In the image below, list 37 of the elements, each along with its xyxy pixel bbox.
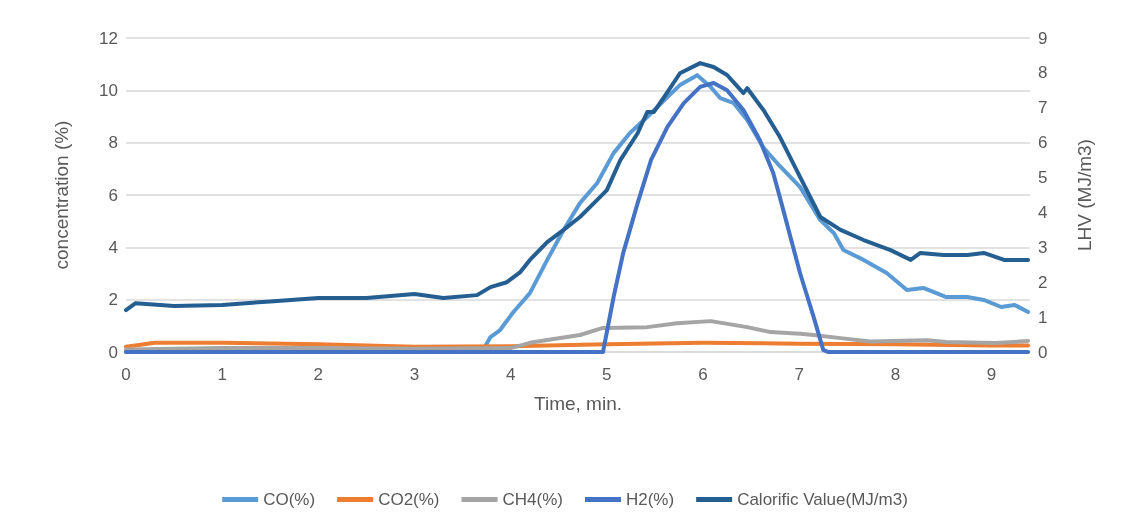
y-tick-label: 4: [108, 237, 118, 257]
y2-tick-label: 4: [1038, 202, 1048, 222]
legend-label: H2(%): [625, 490, 675, 509]
y2-tick-label: 1: [1038, 307, 1048, 327]
y2-axis-title: LHV (MJ/m3): [1074, 139, 1095, 251]
x-tick-label: 1: [217, 365, 227, 384]
line-series: [124, 61, 1031, 313]
x-tick-label: 9: [986, 365, 997, 384]
x-tick-label: 2: [313, 365, 324, 384]
y2-tick-label: 7: [1038, 98, 1048, 118]
y-tick-label: 2: [108, 290, 118, 310]
y-tick-label: 10: [99, 80, 118, 100]
x-tick-label: 8: [890, 365, 901, 384]
x-tick-label: 7: [794, 365, 804, 384]
legend-label: CO(%): [263, 490, 316, 509]
y-axis-title: concentration (%): [51, 120, 72, 270]
line-series: [124, 319, 1031, 352]
y2-tick-label: 9: [1038, 28, 1048, 48]
y-tick-label: 6: [108, 185, 118, 205]
x-tick-label: 6: [698, 365, 708, 384]
y2-tick-label: 2: [1038, 272, 1048, 292]
y2-tick-label: 5: [1038, 168, 1048, 188]
x-tick-label: 3: [409, 365, 420, 384]
y-tick-label: 12: [99, 28, 118, 48]
legend-label: Calorific Value(MJ/m3): [737, 490, 908, 509]
x-tick-label: 4: [505, 365, 516, 384]
y2-tick-label: 3: [1038, 237, 1048, 257]
y2-tick-label: 6: [1038, 133, 1048, 153]
legend-label: CH4(%): [502, 490, 563, 509]
y-tick-label: 8: [108, 133, 118, 153]
y2-tick-label: 8: [1038, 63, 1048, 83]
y-tick-label: 0: [108, 342, 118, 362]
x-axis-title: Time, min.: [534, 393, 622, 414]
x-tick-label: 0: [121, 365, 131, 384]
y2-tick-label: 0: [1038, 342, 1048, 362]
legend-label: CO2(%): [378, 490, 440, 509]
x-tick-label: 5: [602, 365, 612, 384]
